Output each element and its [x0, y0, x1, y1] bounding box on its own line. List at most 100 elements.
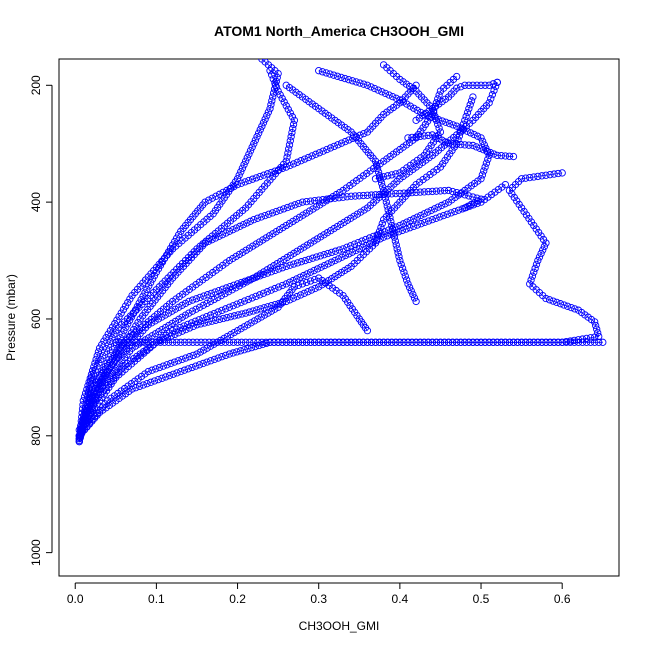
data-point: [436, 213, 444, 221]
data-point: [251, 342, 259, 351]
data-point: [254, 338, 262, 346]
x-tick-label: 0.5: [473, 592, 490, 606]
data-point: [586, 334, 595, 342]
data-point: [396, 256, 404, 265]
data-point: [123, 336, 131, 344]
data-point: [457, 190, 465, 198]
data-point: [78, 418, 86, 427]
series-line: [78, 277, 368, 437]
data-point: [143, 380, 151, 388]
data-point: [298, 338, 307, 346]
data-point: [301, 256, 309, 265]
data-point: [428, 338, 436, 346]
series-layer: [75, 59, 607, 446]
data-point: [169, 370, 177, 378]
data-point: [594, 329, 602, 337]
data-point: [319, 147, 327, 155]
data-point: [286, 161, 294, 170]
data-point: [481, 163, 489, 171]
data-point: [316, 252, 324, 260]
data-point: [152, 365, 160, 373]
data-point: [245, 276, 253, 284]
data-point: [388, 221, 396, 230]
data-point: [282, 157, 290, 165]
data-point: [386, 214, 394, 222]
data-point: [339, 338, 347, 346]
data-point: [282, 262, 290, 271]
data-point: [431, 112, 439, 121]
data-point: [384, 338, 392, 346]
data-point: [152, 338, 161, 346]
data-point: [174, 329, 183, 337]
data-point: [470, 130, 478, 139]
data-point: [185, 324, 194, 332]
data-point: [117, 346, 125, 355]
data-point: [363, 326, 372, 335]
data-point: [371, 191, 380, 199]
data-point: [197, 320, 205, 328]
data-point: [378, 183, 387, 191]
data-point: [185, 353, 194, 361]
data-point: [193, 338, 201, 346]
data-point: [402, 276, 411, 284]
data-point: [370, 84, 379, 93]
data-point: [144, 367, 152, 376]
data-point: [440, 187, 449, 195]
data-point: [337, 139, 346, 147]
data-point: [255, 129, 263, 137]
data-point: [136, 338, 144, 346]
x-axis-label: CH3OOH_GMI: [299, 619, 380, 633]
data-point: [371, 157, 380, 165]
data-point: [242, 338, 250, 346]
data-point: [381, 228, 389, 236]
data-point: [457, 338, 465, 346]
data-point: [404, 338, 412, 346]
data-point: [199, 301, 207, 309]
data-point: [343, 338, 351, 346]
data-point: [445, 119, 454, 128]
data-point: [526, 173, 534, 182]
data-point: [235, 171, 243, 179]
data-point: [171, 330, 179, 339]
data-point: [404, 280, 412, 288]
data-point: [341, 137, 349, 146]
data-point: [408, 188, 416, 197]
data-point: [534, 172, 542, 181]
data-point: [256, 172, 264, 181]
data-point: [323, 195, 331, 203]
series-line: [78, 82, 498, 436]
data-point: [567, 303, 575, 312]
data-point: [261, 115, 269, 123]
data-point: [410, 215, 418, 223]
y-tick-label: 400: [29, 192, 43, 212]
data-point: [560, 301, 568, 309]
data-point: [240, 161, 248, 169]
data-point: [463, 108, 472, 117]
data-point: [372, 161, 381, 169]
data-point: [396, 189, 404, 198]
data-point: [214, 354, 222, 362]
data-point: [119, 343, 127, 351]
data-point: [215, 232, 223, 240]
data-point: [387, 217, 395, 226]
data-point: [435, 124, 443, 132]
data-point: [359, 191, 367, 200]
data-point: [245, 176, 253, 185]
data-point: [261, 211, 269, 220]
data-point: [517, 338, 526, 346]
data-point: [203, 299, 211, 308]
data-point: [177, 338, 185, 346]
data-point: [539, 246, 547, 254]
data-point: [363, 338, 372, 346]
data-point: [174, 357, 182, 365]
data-point: [345, 76, 353, 84]
data-point: [323, 338, 331, 346]
data-point: [412, 338, 420, 346]
x-tick-label: 0.1: [148, 592, 165, 606]
data-point: [243, 219, 251, 227]
data-point: [394, 249, 402, 257]
data-point: [104, 367, 112, 376]
data-point: [278, 281, 287, 290]
chart-title: ATOM1 North_America CH3OOH_GMI: [214, 23, 464, 39]
data-point: [513, 338, 522, 346]
